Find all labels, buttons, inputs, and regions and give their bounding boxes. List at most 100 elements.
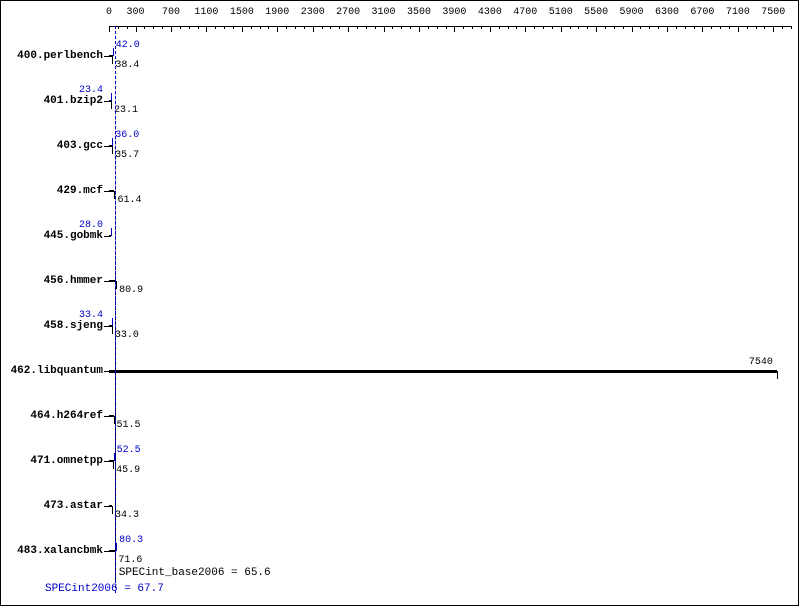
x-tick <box>747 26 748 29</box>
x-tick-label: 4300 <box>478 7 502 18</box>
x-tick <box>720 26 721 29</box>
benchmark-upper-value: 80.3 <box>119 535 143 546</box>
x-tick <box>446 26 447 29</box>
x-tick <box>578 26 579 29</box>
x-tick <box>401 26 402 29</box>
x-tick <box>162 26 163 29</box>
x-tick <box>614 26 615 29</box>
summary-peak-label: SPECint2006 = 67.7 <box>45 583 164 595</box>
x-tick <box>756 26 757 29</box>
whisker-upper <box>112 138 113 146</box>
benchmark-lower-value: 71.6 <box>118 555 142 566</box>
whisker-lower <box>111 101 112 109</box>
x-tick <box>339 26 340 29</box>
summary-peak-line <box>115 26 116 593</box>
spec-benchmark-chart: 0300700110015001900230027003100350039004… <box>0 0 799 606</box>
x-tick-label: 7100 <box>726 7 750 18</box>
x-tick <box>233 26 234 29</box>
benchmark-label: 464.h264ref <box>30 410 103 422</box>
x-tick <box>180 26 181 29</box>
x-tick <box>632 26 633 32</box>
x-tick <box>649 26 650 29</box>
x-tick <box>454 26 455 32</box>
x-axis <box>109 26 791 27</box>
x-tick-label: 6700 <box>690 7 714 18</box>
x-tick <box>481 26 482 29</box>
benchmark-label: 445.gobmk <box>44 230 103 242</box>
x-tick-label: 5900 <box>620 7 644 18</box>
x-tick <box>215 26 216 29</box>
benchmark-bar <box>109 370 777 373</box>
x-tick <box>490 26 491 32</box>
x-tick <box>392 26 393 29</box>
whisker-lower <box>112 506 113 514</box>
x-tick-label: 3900 <box>442 7 466 18</box>
x-tick <box>242 26 243 32</box>
x-tick <box>384 26 385 32</box>
whisker-lower <box>112 56 113 64</box>
x-tick-label: 7500 <box>761 7 785 18</box>
x-tick <box>437 26 438 29</box>
x-tick <box>605 26 606 29</box>
x-tick-label: 6300 <box>655 7 679 18</box>
benchmark-upper-value: 33.4 <box>79 310 103 321</box>
whisker-upper <box>111 93 112 101</box>
x-tick <box>330 26 331 29</box>
x-tick <box>171 26 172 32</box>
x-tick <box>295 26 296 29</box>
x-tick <box>791 26 792 29</box>
x-tick <box>375 26 376 29</box>
x-tick-label: 2700 <box>336 7 360 18</box>
x-tick <box>419 26 420 32</box>
x-tick <box>623 26 624 29</box>
x-tick <box>773 26 774 32</box>
x-tick-label: 4700 <box>513 7 537 18</box>
whisker-upper <box>111 228 112 236</box>
benchmark-lower-value: 35.7 <box>115 150 139 161</box>
x-tick <box>224 26 225 29</box>
x-tick <box>260 26 261 29</box>
x-tick <box>127 26 128 29</box>
x-tick <box>348 26 349 32</box>
x-tick <box>764 26 765 29</box>
whisker-lower <box>112 146 113 154</box>
x-tick <box>463 26 464 29</box>
x-tick-label: 700 <box>162 7 180 18</box>
x-tick <box>667 26 668 32</box>
x-tick <box>676 26 677 29</box>
x-tick <box>534 26 535 29</box>
x-tick <box>366 26 367 29</box>
x-tick <box>268 26 269 29</box>
x-tick <box>410 26 411 29</box>
x-tick <box>658 26 659 29</box>
benchmark-lower-value: 33.0 <box>115 330 139 341</box>
x-tick-label: 5100 <box>549 7 573 18</box>
x-tick <box>729 26 730 29</box>
x-tick <box>357 26 358 29</box>
x-tick <box>711 26 712 29</box>
x-tick <box>118 26 119 29</box>
x-tick-label: 1100 <box>194 7 218 18</box>
benchmark-upper-value: 23.4 <box>79 85 103 96</box>
x-tick-label: 3500 <box>407 7 431 18</box>
benchmark-upper-value: 42.0 <box>116 40 140 51</box>
x-tick-label: 0 <box>106 7 112 18</box>
x-tick-label: 1500 <box>230 7 254 18</box>
x-tick <box>428 26 429 29</box>
x-tick-label: 2300 <box>301 7 325 18</box>
x-tick <box>153 26 154 29</box>
whisker-lower <box>777 371 778 379</box>
x-tick <box>472 26 473 29</box>
benchmark-lower-value: 23.1 <box>114 105 138 116</box>
benchmark-label: 473.astar <box>44 500 103 512</box>
x-tick <box>570 26 571 29</box>
x-tick <box>561 26 562 32</box>
benchmark-label: 458.sjeng <box>44 320 103 332</box>
x-tick <box>782 26 783 29</box>
benchmark-lower-value: 61.4 <box>117 195 141 206</box>
benchmark-label: 483.xalancbmk <box>17 545 103 557</box>
x-tick <box>251 26 252 29</box>
x-tick <box>144 26 145 29</box>
x-tick-label: 5500 <box>584 7 608 18</box>
x-tick <box>738 26 739 32</box>
